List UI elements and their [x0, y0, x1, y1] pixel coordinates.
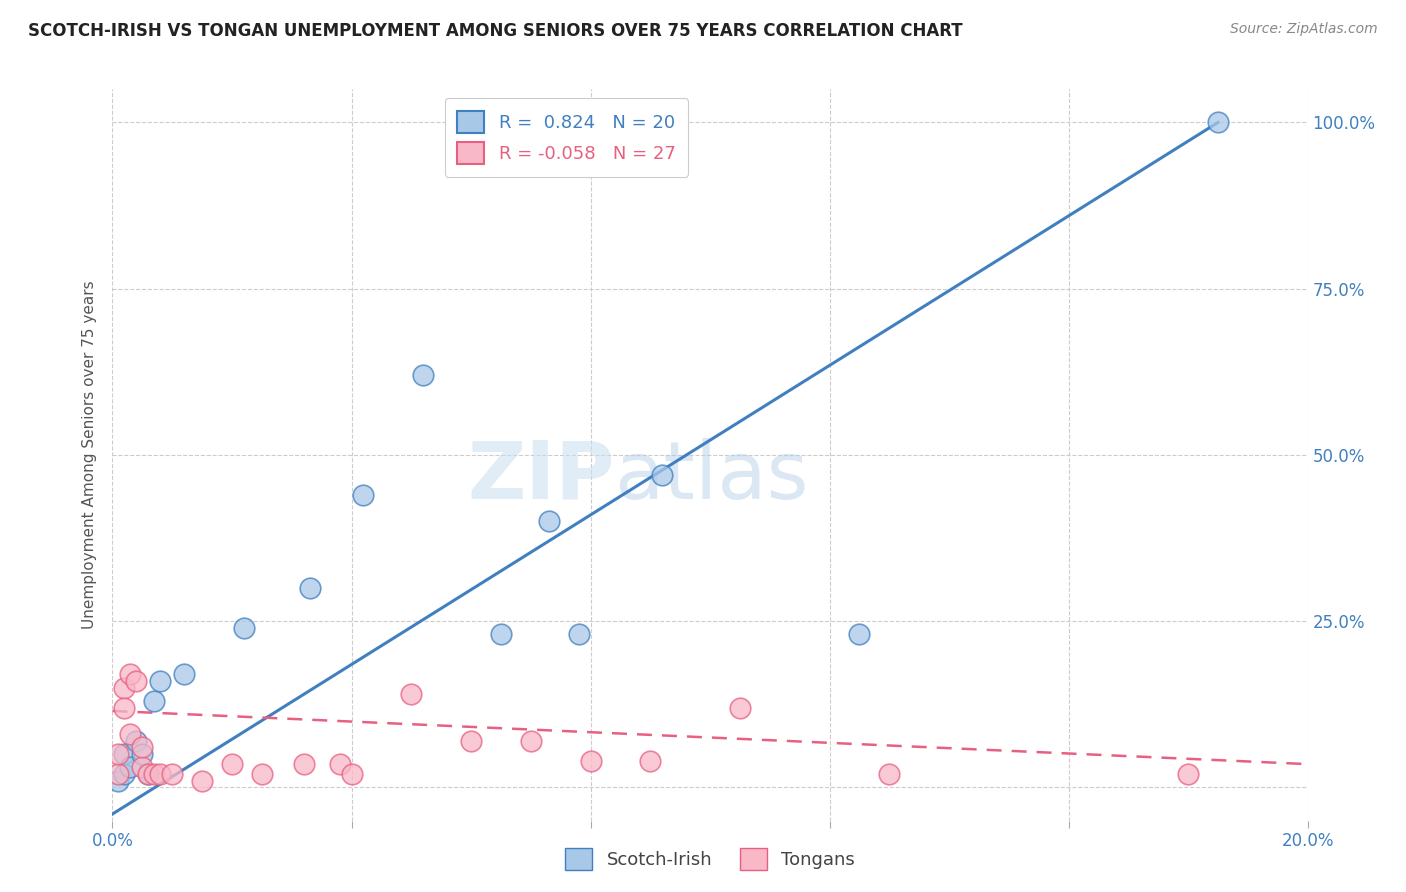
- Point: [162, 767, 183, 781]
- Point: [138, 767, 160, 781]
- Point: [489, 627, 512, 641]
- Point: [107, 773, 129, 788]
- Point: [412, 368, 434, 383]
- Point: [579, 754, 602, 768]
- Point: [131, 740, 153, 755]
- Point: [328, 757, 352, 772]
- Point: [114, 747, 135, 761]
- Point: [120, 760, 142, 774]
- Point: [114, 700, 135, 714]
- Point: [460, 734, 482, 748]
- Point: [298, 581, 321, 595]
- Point: [107, 747, 129, 761]
- Text: atlas: atlas: [614, 438, 808, 516]
- Point: [173, 667, 195, 681]
- Point: [340, 767, 363, 781]
- Point: [125, 673, 148, 688]
- Point: [120, 727, 142, 741]
- Point: [143, 767, 166, 781]
- Point: [191, 773, 214, 788]
- Point: [728, 700, 751, 714]
- Point: [114, 681, 135, 695]
- Point: [877, 767, 901, 781]
- Point: [143, 694, 166, 708]
- Point: [292, 757, 315, 772]
- Point: [131, 747, 153, 761]
- Point: [120, 667, 142, 681]
- Point: [138, 767, 160, 781]
- Legend: Scotch-Irish, Tongans: Scotch-Irish, Tongans: [558, 841, 862, 878]
- Point: [221, 757, 243, 772]
- Point: [651, 467, 673, 482]
- Point: [537, 515, 560, 529]
- Point: [250, 767, 273, 781]
- Point: [107, 767, 129, 781]
- Point: [638, 754, 662, 768]
- Point: [567, 627, 591, 641]
- Point: [1206, 115, 1229, 129]
- Text: Source: ZipAtlas.com: Source: ZipAtlas.com: [1230, 22, 1378, 37]
- Point: [125, 734, 148, 748]
- Point: [352, 488, 374, 502]
- Point: [149, 673, 172, 688]
- Point: [149, 767, 172, 781]
- Point: [232, 621, 256, 635]
- Point: [131, 760, 153, 774]
- Point: [401, 687, 423, 701]
- Point: [114, 767, 135, 781]
- Y-axis label: Unemployment Among Seniors over 75 years: Unemployment Among Seniors over 75 years: [82, 281, 97, 629]
- Text: ZIP: ZIP: [467, 438, 614, 516]
- Text: SCOTCH-IRISH VS TONGAN UNEMPLOYMENT AMONG SENIORS OVER 75 YEARS CORRELATION CHAR: SCOTCH-IRISH VS TONGAN UNEMPLOYMENT AMON…: [28, 22, 963, 40]
- Point: [848, 627, 870, 641]
- Point: [520, 734, 543, 748]
- Point: [1177, 767, 1199, 781]
